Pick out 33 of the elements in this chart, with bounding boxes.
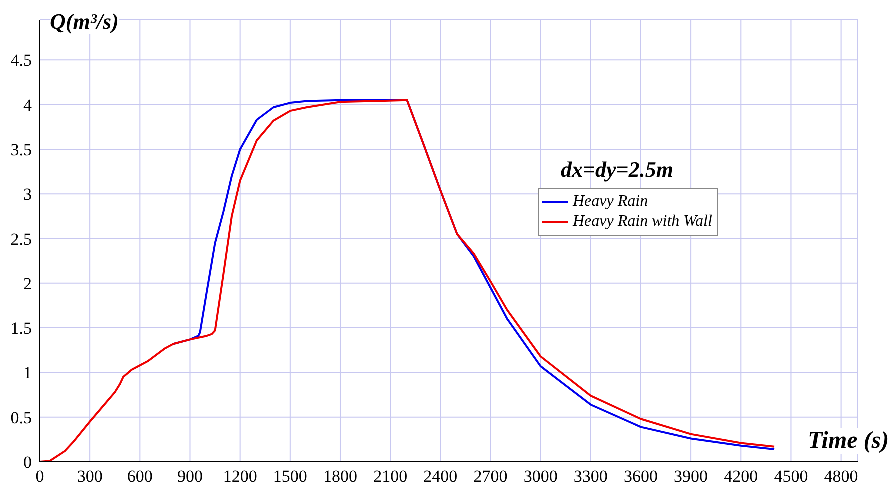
y-tick-label: 4.5 bbox=[10, 51, 32, 70]
y-tick-label: 1.5 bbox=[10, 319, 32, 338]
x-tick-label: 1800 bbox=[323, 467, 358, 486]
x-tick-label: 3300 bbox=[574, 467, 608, 486]
x-axis-title: Time (s) bbox=[808, 428, 890, 454]
y-tick-label: 2 bbox=[24, 274, 32, 294]
x-tick-label: 2400 bbox=[424, 467, 458, 486]
y-axis-title: Q(m³/s) bbox=[50, 9, 119, 34]
x-tick-label: 4500 bbox=[774, 467, 808, 486]
x-tick-label: 2100 bbox=[374, 467, 408, 486]
x-tick-label: 2700 bbox=[474, 467, 508, 486]
x-tick-label: 0 bbox=[36, 467, 44, 486]
y-tick-label: 4 bbox=[24, 96, 32, 115]
legend-label: Heavy Rain bbox=[573, 193, 650, 211]
y-tick-label: 0 bbox=[24, 453, 32, 472]
x-tick-label: 600 bbox=[127, 467, 153, 486]
y-tick-label: 1 bbox=[24, 364, 32, 383]
x-tick-label: 4800 bbox=[824, 467, 858, 486]
y-tick-label: 2.5 bbox=[10, 230, 32, 249]
annotation: dx=dy=2.5m bbox=[561, 157, 674, 182]
x-tick-label: 900 bbox=[177, 467, 203, 486]
x-tick-label: 3900 bbox=[674, 467, 708, 486]
y-tick-label: 3.5 bbox=[10, 140, 32, 160]
legend-label: Heavy Rain with Wall bbox=[573, 213, 714, 231]
x-tick-label: 300 bbox=[77, 467, 103, 486]
x-tick-label: 3600 bbox=[624, 467, 658, 486]
x-tick-label: 1500 bbox=[273, 467, 308, 486]
y-tick-label: 3 bbox=[24, 185, 32, 204]
x-tick-label: 1200 bbox=[223, 467, 258, 486]
y-tick-label: 0.5 bbox=[10, 408, 32, 428]
line-series bbox=[40, 99, 776, 462]
x-tick-label: 3000 bbox=[524, 467, 558, 486]
x-tick-label: 4200 bbox=[724, 467, 758, 486]
